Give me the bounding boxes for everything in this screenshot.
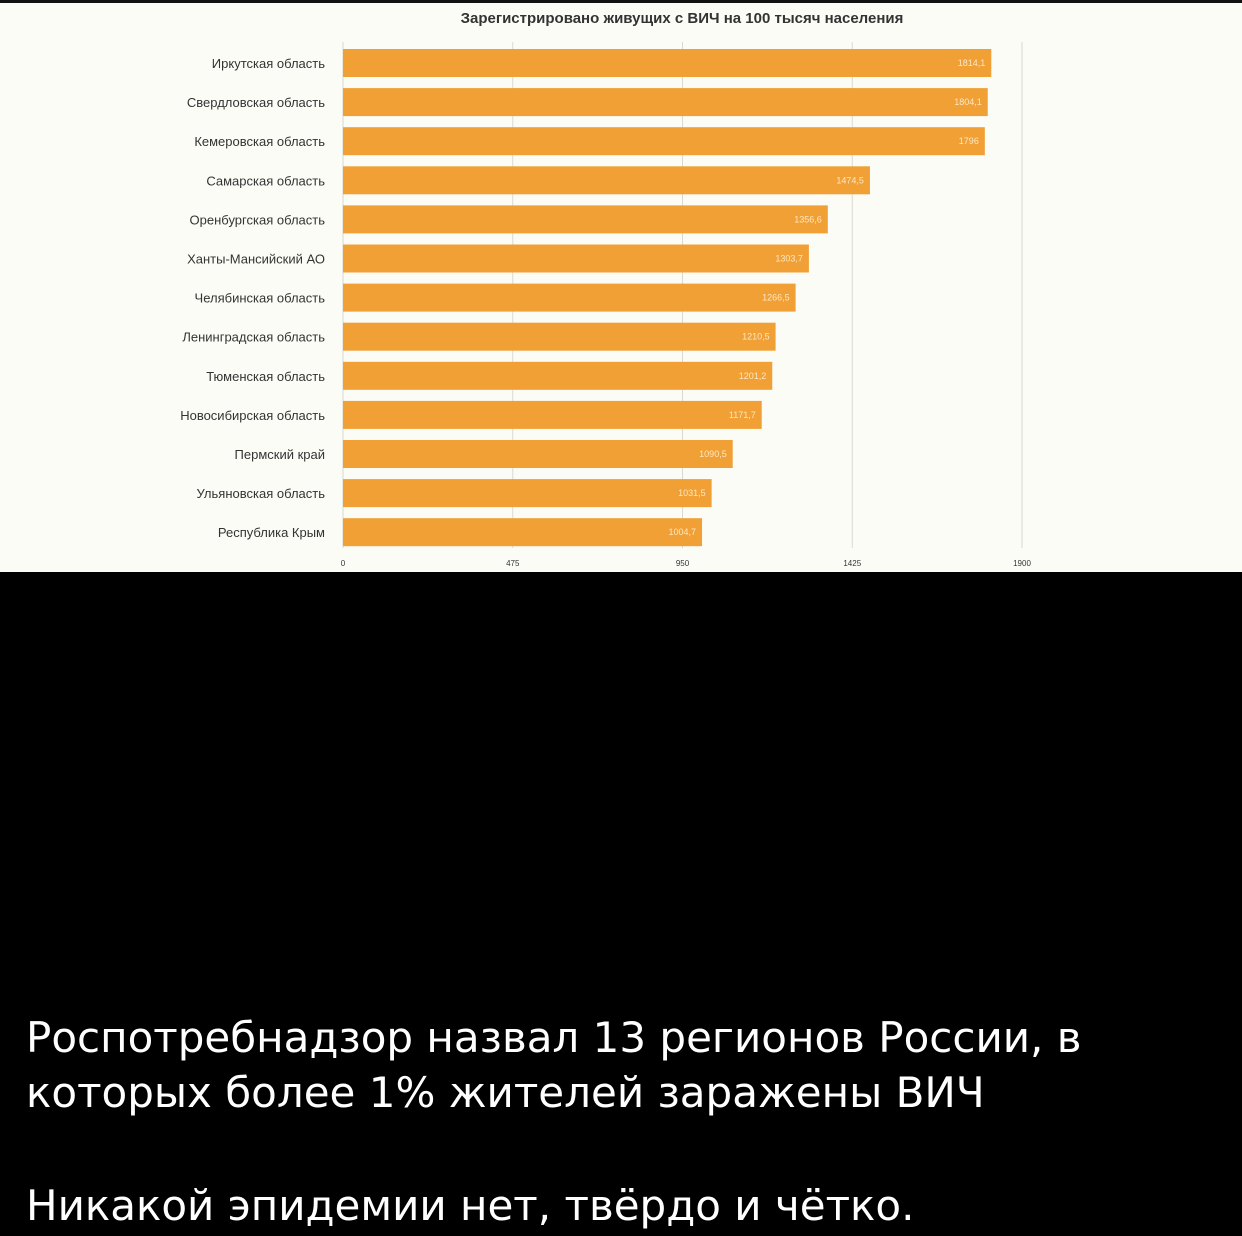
category-label: Республика Крым [218, 525, 325, 540]
bar [343, 479, 712, 508]
bar-value-label: 1356,6 [794, 214, 822, 224]
bar [343, 49, 992, 77]
category-label: Кемеровская область [194, 134, 325, 149]
category-label: Самарская область [206, 173, 325, 188]
caption-spacer [26, 1120, 1216, 1178]
bar [343, 244, 809, 273]
bar [343, 400, 762, 429]
caption-line-1: Роспотребнадзор назвал 13 регионов Росси… [26, 1013, 1082, 1062]
caption-line-3: Никакой эпидемии нет, твёрдо и чётко. [26, 1181, 915, 1230]
bar-value-label: 1266,5 [762, 293, 790, 303]
x-tick-label: 950 [676, 559, 690, 568]
category-label: Иркутская область [212, 56, 325, 71]
category-label: Оренбургская область [190, 212, 326, 227]
bar [343, 205, 828, 234]
bar [343, 88, 988, 117]
chart-title: Зарегистрировано живущих с ВИЧ на 100 ты… [461, 10, 904, 27]
category-label: Ленинградская область [182, 330, 325, 345]
hiv-bar-chart: Зарегистрировано живущих с ВИЧ на 100 ты… [0, 0, 1242, 568]
x-tick-label: 0 [341, 559, 346, 568]
bar [343, 440, 733, 468]
bar-value-label: 1796 [959, 136, 979, 146]
bar-value-label: 1090,5 [699, 449, 727, 459]
bar [343, 127, 985, 156]
category-label: Челябинская область [195, 291, 326, 306]
bar [343, 361, 773, 390]
bar-value-label: 1814,1 [958, 58, 986, 68]
category-label: Ульяновская область [197, 486, 326, 501]
bar-value-label: 1201,2 [739, 371, 767, 381]
bar [343, 283, 796, 312]
category-label: Пермский край [235, 447, 325, 462]
x-tick-label: 475 [506, 559, 520, 568]
bar [343, 166, 870, 195]
post-caption: Роспотребнадзор назвал 13 регионов Росси… [26, 1010, 1216, 1233]
x-tick-label: 1900 [1013, 559, 1031, 568]
x-axis-ticks: 0 475 950 1425 1900 [341, 559, 1032, 568]
category-label: Новосибирская область [180, 408, 325, 423]
category-label: Свердловская область [187, 95, 325, 110]
bar-value-label: 1210,5 [742, 332, 770, 342]
bar [343, 518, 703, 547]
category-label: Ханты-Мансийский АО [187, 252, 325, 267]
category-label: Тюменская область [206, 369, 325, 384]
top-border [0, 0, 1242, 3]
bar-value-label: 1031,5 [678, 488, 706, 498]
bar [343, 322, 776, 351]
bar-value-label: 1303,7 [775, 254, 803, 264]
bars: 1814,1 1804,1 1796 1474,5 1356,6 1303,7 1266,5… [343, 49, 992, 547]
bar-value-label: 1474,5 [836, 175, 864, 185]
chart-image[interactable]: Зарегистрировано живущих с ВИЧ на 100 ты… [0, 0, 1242, 572]
bar-value-label: 1004,7 [669, 527, 697, 537]
bar-value-label: 1804,1 [954, 97, 982, 107]
caption-line-2: которых более 1% жителей заражены ВИЧ [26, 1068, 985, 1117]
category-labels: Иркутская область Свердловская область Кем… [180, 56, 325, 540]
x-tick-label: 1425 [843, 559, 861, 568]
bar-value-label: 1171,7 [729, 410, 756, 420]
